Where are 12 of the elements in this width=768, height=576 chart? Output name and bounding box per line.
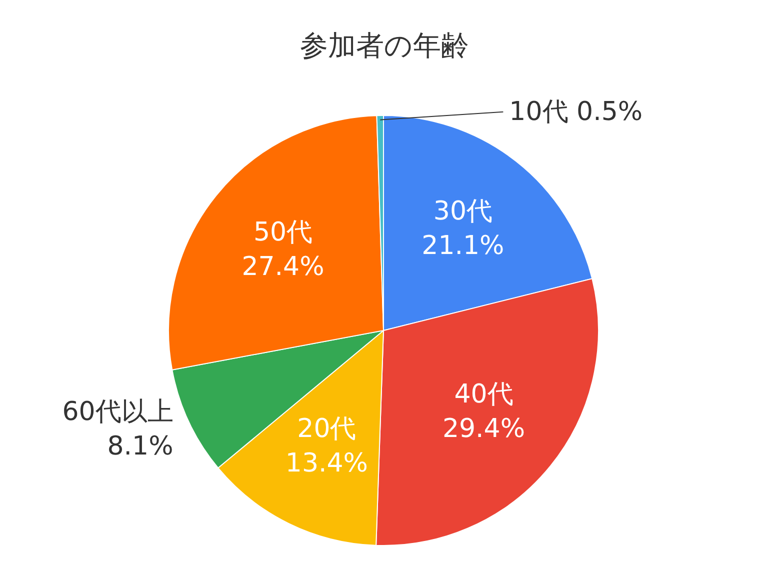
slice-label: 20代 [297,414,356,444]
slice-label: 30代 [433,196,493,227]
data-label: 27.4% [242,252,324,282]
slice-label: 10代 0.5% [509,96,643,127]
data-label: 13.4% [285,448,368,479]
slice-label: 40代 [454,379,514,410]
slice-label: 60代以上 [62,396,174,427]
chart-title: 参加者の年齢 [300,29,469,62]
data-label: 8.1% [107,431,174,462]
slice-label: 50代 [253,217,313,248]
data-label: 29.4% [442,414,526,444]
data-label: 21.1% [422,231,504,262]
